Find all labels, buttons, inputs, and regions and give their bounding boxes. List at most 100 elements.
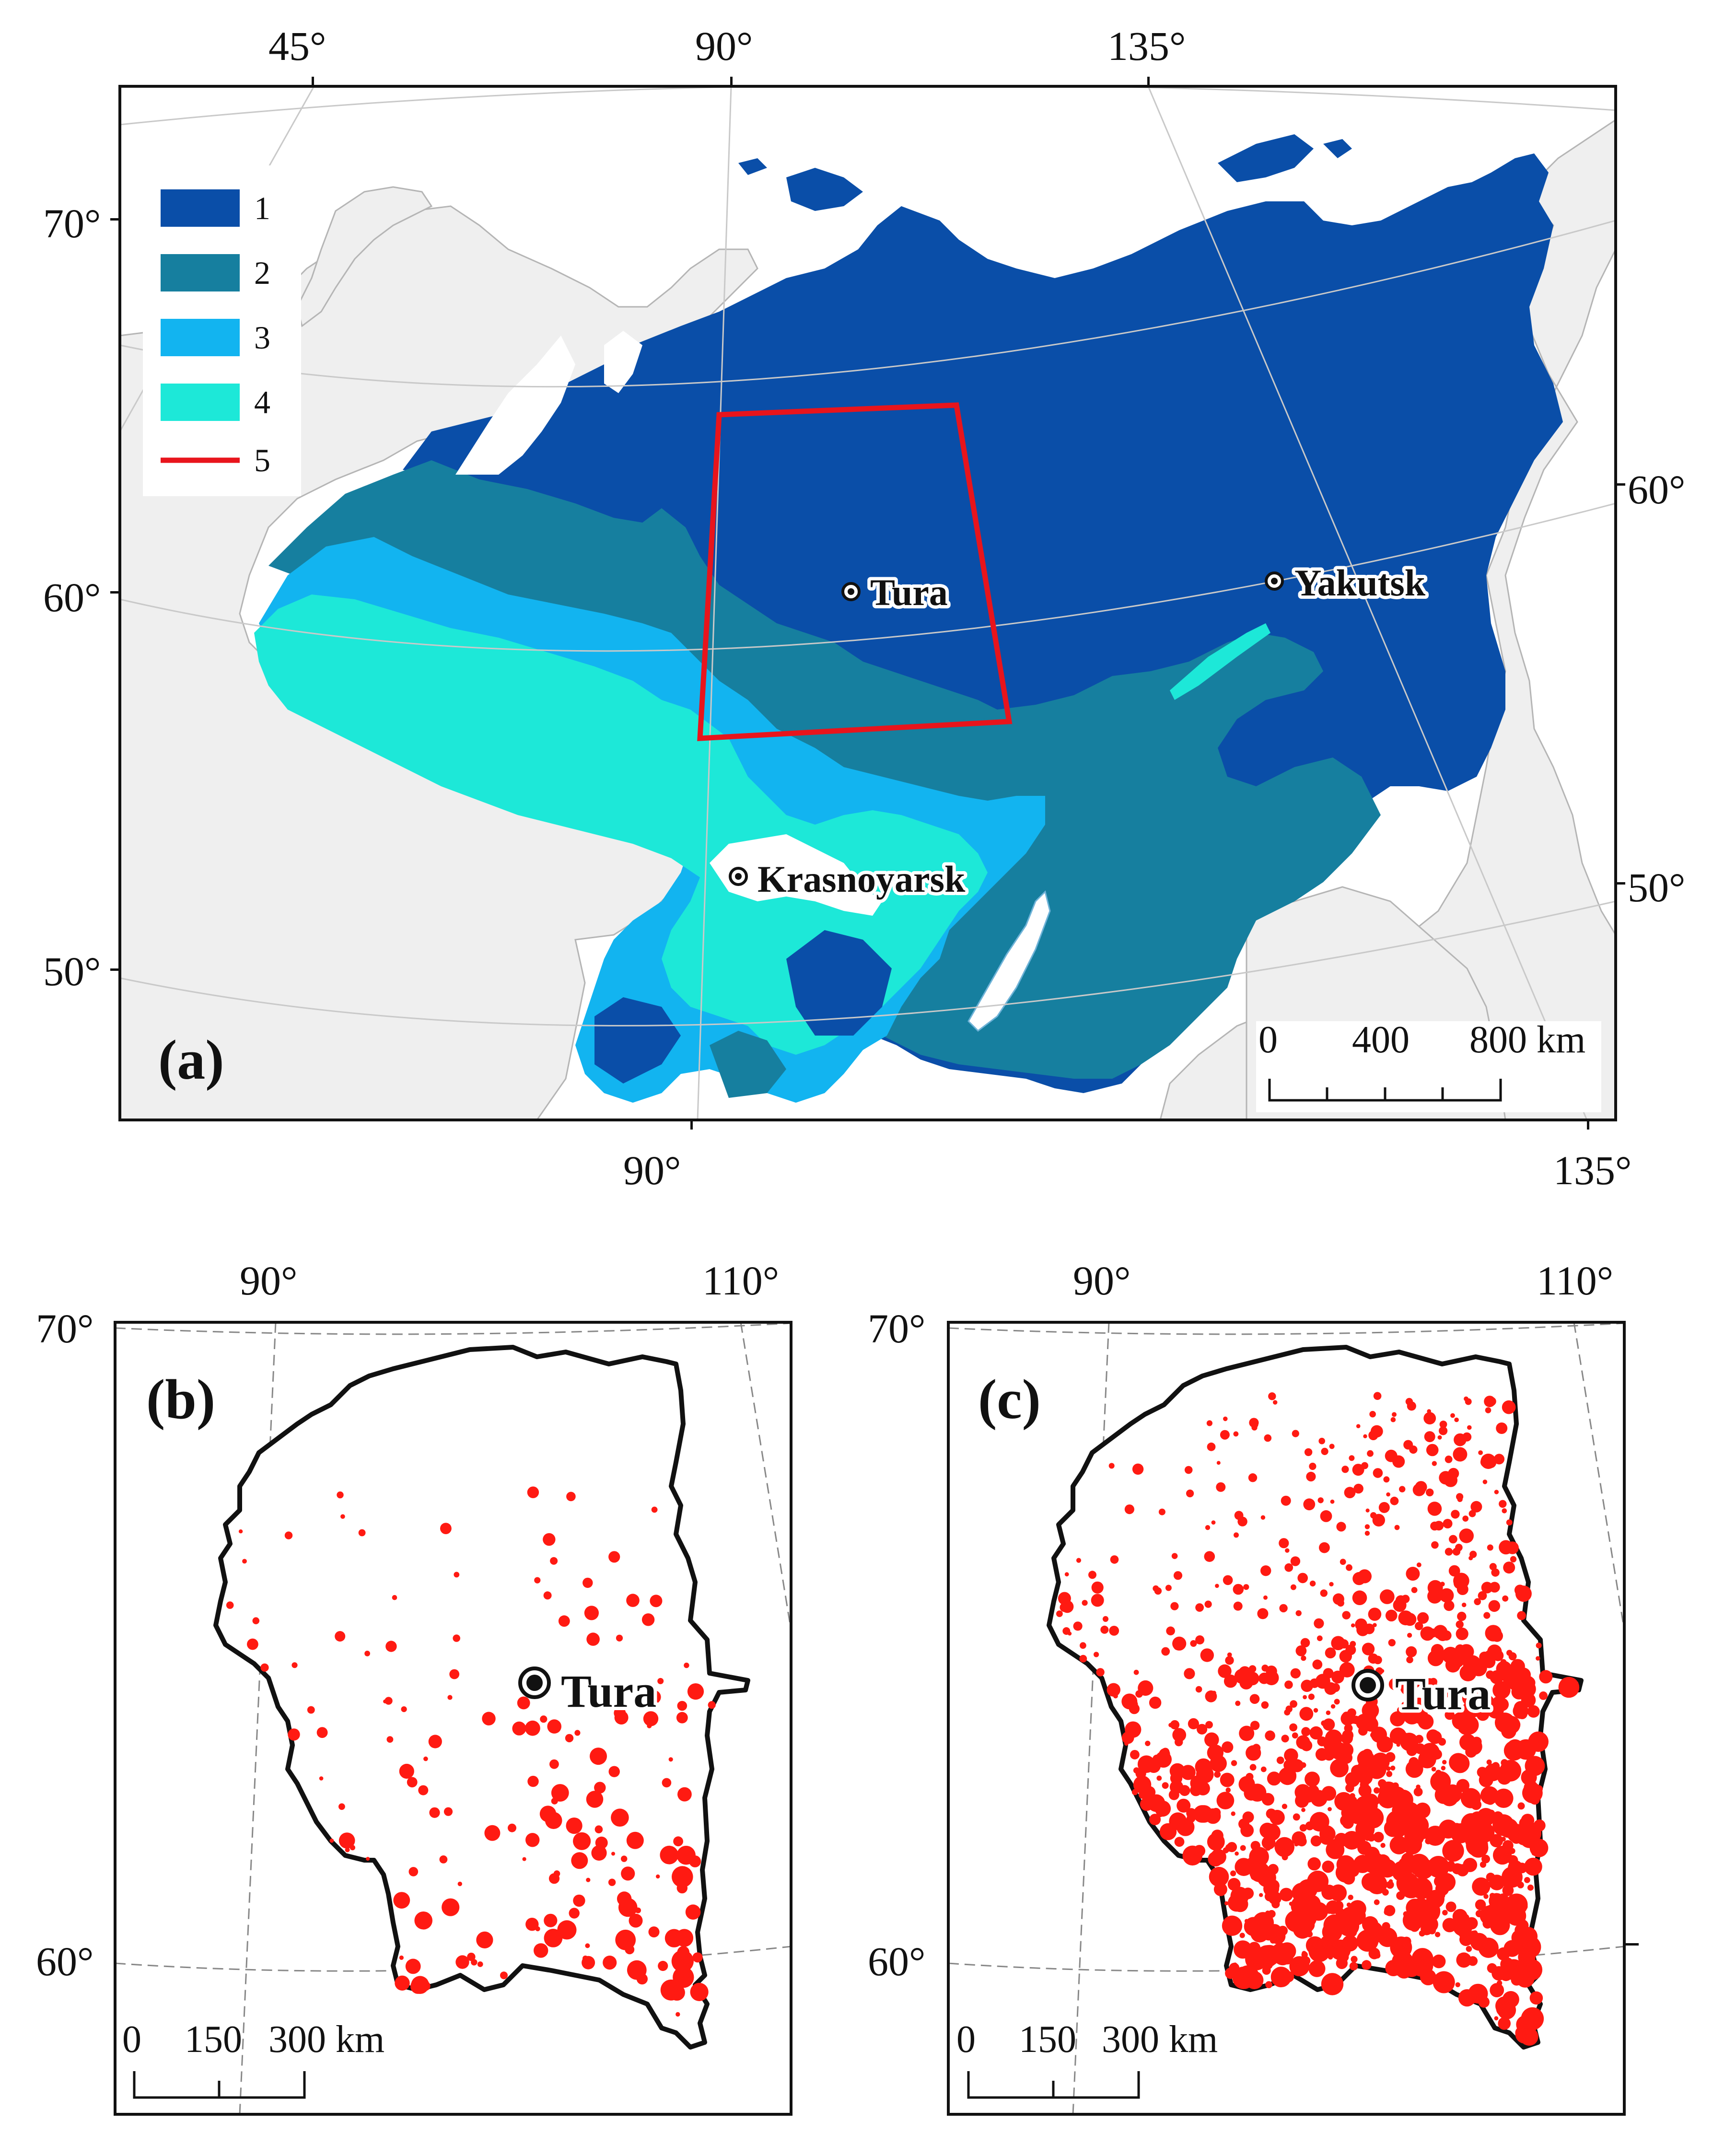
fire-patch [621, 1855, 628, 1862]
fire-patch [1317, 1635, 1323, 1642]
fire-patch [1230, 1870, 1236, 1876]
fire-patch [678, 1968, 685, 1975]
fire-patch [677, 1787, 692, 1802]
fire-patch [1466, 1946, 1472, 1952]
fire-patch [1149, 1696, 1162, 1709]
fire-patch [690, 1982, 709, 2001]
fire-patch [399, 1955, 404, 1960]
fire-patch [1396, 1891, 1405, 1900]
fire-patch [1212, 1690, 1216, 1695]
fire-patch [643, 1711, 659, 1726]
fire-patch [1385, 1449, 1398, 1462]
fire-patch [1490, 1983, 1504, 1997]
fire-patch [1270, 1967, 1292, 1988]
fire-patch [1363, 1794, 1379, 1809]
fire-patch [500, 1971, 508, 1980]
fire-patch [1296, 1791, 1300, 1795]
fire-patch [1406, 1567, 1420, 1581]
lon-label-top: 90° [240, 1258, 297, 1304]
fire-patch [1529, 1991, 1543, 2005]
fire-patch [1390, 1496, 1399, 1505]
fire-patch [616, 1634, 623, 1642]
fire-patch [1322, 1860, 1334, 1873]
fire-patch [1273, 1400, 1278, 1405]
fire-patch [1173, 1571, 1183, 1580]
class-2-south-patch [710, 1031, 786, 1098]
fire-patch [1482, 1480, 1488, 1484]
fire-patch [1293, 1813, 1300, 1821]
fire-patch [1064, 1572, 1069, 1577]
fire-patch [1445, 1657, 1461, 1673]
scale-bar-b: 0 150 300 km [122, 2018, 384, 2099]
legend-label-3: 3 [254, 319, 270, 356]
fire-patch [614, 1707, 626, 1719]
fire-patch [1249, 1847, 1269, 1867]
fire-patch [1467, 1425, 1472, 1430]
fire-patch [1433, 1875, 1446, 1888]
fire-patch [673, 1836, 683, 1847]
fire-patch [647, 1690, 661, 1704]
fire-patch [1341, 1466, 1349, 1473]
fire-patch [428, 1735, 442, 1748]
fire-patch [1124, 1504, 1134, 1515]
fire-patch [1453, 1447, 1468, 1462]
fire-patch [1489, 1582, 1500, 1593]
tick-marks-a [110, 77, 1625, 1130]
fire-patch [1502, 1876, 1515, 1888]
fire-patch [1325, 1729, 1342, 1747]
fire-patch [1073, 1621, 1083, 1631]
fire-patch [1405, 1760, 1423, 1778]
fire-patch [1351, 1623, 1355, 1628]
fire-patch [1439, 1421, 1447, 1428]
fire-patch [1403, 1872, 1411, 1880]
fire-patch [1353, 1766, 1367, 1779]
panel-c-label: (c) [978, 1368, 1041, 1431]
fire-patch [1309, 1726, 1323, 1740]
fire-patch [1478, 1591, 1487, 1600]
fire-patch [608, 1878, 616, 1886]
lat-label-left: 60° [43, 574, 101, 620]
fire-patch [1204, 1551, 1215, 1562]
fire-patch [1082, 1600, 1088, 1606]
fire-patch [1182, 1845, 1203, 1866]
fire-patch [1362, 1748, 1373, 1760]
fire-patch [583, 1955, 588, 1961]
fire-patch [1292, 1831, 1306, 1846]
fire-patch [1129, 1703, 1140, 1714]
fire-patch [1401, 1595, 1410, 1603]
fire-patch [1088, 1571, 1096, 1579]
fire-patch [1407, 1701, 1415, 1709]
fire-patch [545, 1812, 562, 1829]
fire-patch [1301, 1679, 1313, 1692]
fire-patch [1285, 1548, 1290, 1553]
fire-patch [1517, 1611, 1526, 1620]
fire-patch [1342, 1611, 1351, 1620]
fire-patch [288, 1728, 300, 1741]
fire-patch [340, 1514, 345, 1519]
class-4-region [254, 594, 988, 1055]
fire-patch [1386, 1771, 1393, 1777]
fire-patch [453, 1634, 460, 1642]
fire-patch [307, 1706, 315, 1714]
fire-patch [1225, 1787, 1231, 1793]
fire-patch [1401, 1936, 1411, 1946]
fire-patch [1301, 1900, 1317, 1916]
fire-patch [1420, 1969, 1436, 1985]
fire-patch [512, 1721, 526, 1736]
fire-patch [1320, 1589, 1328, 1597]
scale-label-0: 0 [122, 2018, 141, 2061]
lake-baikal [967, 890, 1051, 1032]
fire-patch [1320, 1510, 1332, 1522]
fire-patch [1190, 1640, 1197, 1647]
fire-patch [401, 1706, 407, 1713]
fire-patch [1407, 1632, 1412, 1638]
fire-patch [1290, 1668, 1301, 1678]
fire-patch [1223, 1575, 1233, 1585]
fire-patch [1168, 1789, 1179, 1800]
fire-patch [1373, 1468, 1383, 1478]
fire-patch [1284, 1680, 1293, 1689]
fire-patch [1352, 1590, 1367, 1605]
fire-patch [1096, 1668, 1105, 1677]
fire-patch [1370, 1512, 1377, 1519]
fire-patch [672, 1866, 693, 1888]
